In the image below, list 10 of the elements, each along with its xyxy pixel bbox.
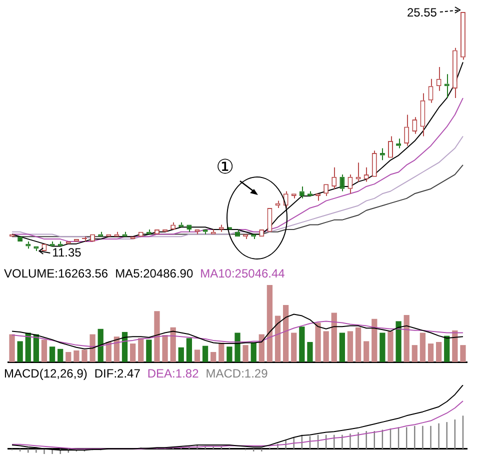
annotation: 25.55	[406, 5, 438, 20]
annotation: 11.35	[52, 245, 82, 260]
text: MA10:25046.44	[200, 266, 286, 280]
text: DIF:2.47	[94, 366, 141, 380]
text: MA5:20486.90	[115, 266, 194, 280]
text: MACD:1.29	[206, 366, 268, 380]
annotation: ①	[216, 154, 234, 179]
chart-title: VOLUME:16263.56	[4, 266, 108, 280]
text: DEA:1.82	[147, 366, 200, 380]
chart-title: MACD(12,26,9)	[4, 366, 88, 380]
